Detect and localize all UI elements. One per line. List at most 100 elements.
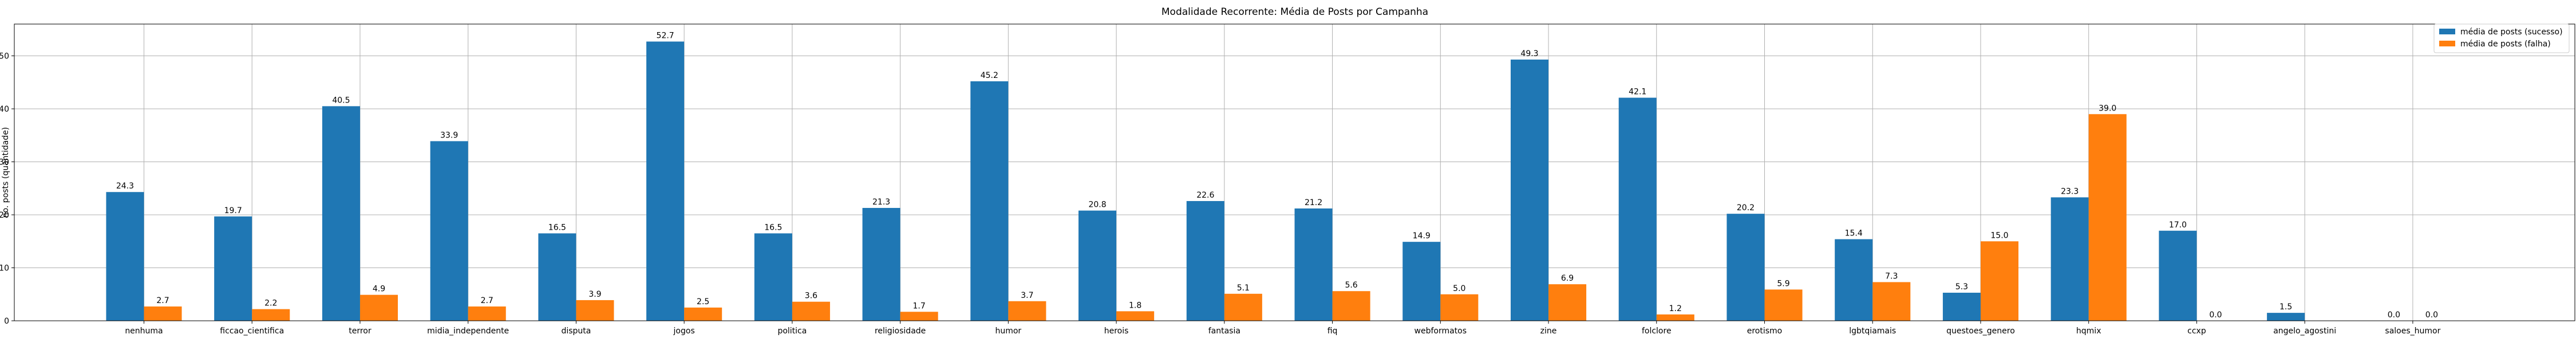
bar-sucesso xyxy=(1726,214,1765,321)
bar-value-label: 2.2 xyxy=(264,299,277,308)
x-tick-label: fiq xyxy=(1327,327,1338,336)
bar-value-label: 23.3 xyxy=(2061,187,2079,196)
x-tick-label: questoes_genero xyxy=(1946,327,2015,336)
x-tick-label: webformatos xyxy=(1415,327,1467,336)
bar-value-label: 20.8 xyxy=(1088,200,1106,210)
bar-value-label: 16.5 xyxy=(548,223,566,232)
bar-value-label: 6.9 xyxy=(1561,274,1574,283)
bar-sucesso xyxy=(322,106,360,321)
bar-value-label: 3.9 xyxy=(588,290,601,299)
bar-value-label: 14.9 xyxy=(1413,231,1431,241)
x-tick-label: humor xyxy=(995,327,1021,336)
bar-sucesso xyxy=(1942,292,1981,321)
bar-sucesso xyxy=(2159,230,2197,321)
legend-box xyxy=(2433,23,2570,53)
bar-sucesso xyxy=(1078,210,1117,321)
bar-value-label: 39.0 xyxy=(2099,104,2116,113)
x-tick-label: terror xyxy=(349,327,372,336)
y-tick-label: 10 xyxy=(0,264,9,273)
bar-sucesso xyxy=(1618,97,1657,321)
bar-sucesso xyxy=(538,233,576,321)
x-tick-label: angelo_agostini xyxy=(2273,327,2336,336)
bar-value-label: 1.7 xyxy=(913,301,926,310)
legend-swatch-falha xyxy=(2439,41,2455,46)
legend: média de posts (sucesso) média de posts (… xyxy=(2433,23,2570,53)
bar-sucesso xyxy=(1186,200,1224,321)
x-tick-label: nenhuma xyxy=(125,327,163,336)
bar-value-label: 40.5 xyxy=(332,96,350,105)
y-tick-label: 40 xyxy=(0,105,9,114)
bar-sucesso xyxy=(754,233,792,321)
bar-value-label: 7.3 xyxy=(1885,272,1898,281)
x-tick-label: religiosidade xyxy=(875,327,926,336)
data-labels: 24.3 19.7 40.5 33.9 16.5 52.7 16.5 21.3 45.2 20.8… xyxy=(116,32,2438,320)
bar-sucesso xyxy=(1294,208,1333,321)
bar-value-label: 19.7 xyxy=(224,206,242,215)
y-tick-label: 50 xyxy=(0,52,9,61)
bar-value-label: 5.1 xyxy=(1237,284,1250,293)
bar-value-label: 2.7 xyxy=(156,296,169,305)
x-tick-label: disputa xyxy=(561,327,591,336)
bar-sucesso xyxy=(1402,242,1441,321)
bar-value-label: 5.6 xyxy=(1345,281,1357,290)
bar-sucesso xyxy=(1835,239,1873,321)
bar-value-label: 24.3 xyxy=(116,182,134,191)
bar-falha xyxy=(576,300,614,321)
bar-value-label: 16.5 xyxy=(764,223,782,232)
bar-value-label: 20.2 xyxy=(1737,203,1755,213)
legend-label-falha: média de posts (falha) xyxy=(2460,40,2551,49)
x-tick-label: hqmix xyxy=(2076,327,2101,336)
chart-title: Modalidade Recorrente: Média de Posts po… xyxy=(1161,6,1428,18)
bar-value-label: 4.9 xyxy=(373,285,385,294)
bar-falha xyxy=(900,312,938,321)
x-tick-label: ficcao_cientifica xyxy=(220,327,284,336)
bar-sucesso xyxy=(214,216,252,321)
bar-value-label: 0.0 xyxy=(2209,310,2222,320)
y-tick-label: 0 xyxy=(4,317,9,326)
bar-value-label: 1.8 xyxy=(1129,301,1141,310)
bar-value-label: 5.9 xyxy=(1777,279,1789,288)
x-tick-label: saloes_humor xyxy=(2385,327,2440,336)
x-tick-label: zine xyxy=(1540,327,1557,336)
bar-value-label: 2.5 xyxy=(697,297,709,306)
bar-falha xyxy=(252,309,290,321)
legend-label-sucesso: média de posts (sucesso) xyxy=(2460,27,2563,37)
bar-value-label: 0.0 xyxy=(2388,310,2400,320)
bar-value-label: 2.7 xyxy=(481,296,493,305)
bar-sucesso xyxy=(970,81,1009,321)
x-tick-label: herois xyxy=(1104,327,1129,336)
bar-value-label: 3.7 xyxy=(1021,291,1033,300)
x-tick-label: jogos xyxy=(673,327,695,336)
bar-value-label: 52.7 xyxy=(657,32,674,41)
bar-falha xyxy=(359,294,398,321)
x-tick-label: midia_independente xyxy=(427,327,509,336)
legend-swatch-sucesso xyxy=(2439,29,2455,34)
bar-falha xyxy=(468,306,506,321)
bar-sucesso xyxy=(646,41,685,321)
bar-value-label: 21.2 xyxy=(1305,198,1322,207)
bar-falha xyxy=(792,301,830,321)
x-tick-label: erotismo xyxy=(1747,327,1783,336)
y-axis-label: no. posts (quantidade) xyxy=(1,127,10,218)
bars xyxy=(106,41,2305,321)
bar-falha xyxy=(1440,294,1479,321)
plot-frame xyxy=(14,23,2575,321)
bar-value-label: 22.6 xyxy=(1196,191,1214,200)
y-tick-label: 20 xyxy=(0,211,9,220)
bar-sucesso xyxy=(862,207,900,321)
x-tick-label: politica xyxy=(777,327,807,336)
bar-value-label: 1.2 xyxy=(1669,304,1682,313)
bar-value-label: 45.2 xyxy=(981,71,998,80)
x-tick-label: folclore xyxy=(1642,327,1672,336)
bar-sucesso xyxy=(106,192,144,321)
y-tick-label: 30 xyxy=(0,158,9,167)
bar-value-label: 0.0 xyxy=(2425,310,2438,320)
bar-falha xyxy=(144,306,182,321)
bar-value-label: 21.3 xyxy=(872,198,890,207)
bar-value-label: 33.9 xyxy=(440,131,458,140)
bar-falha xyxy=(1872,282,1911,321)
bar-falha xyxy=(1116,311,1155,321)
bar-falha xyxy=(1548,284,1587,321)
